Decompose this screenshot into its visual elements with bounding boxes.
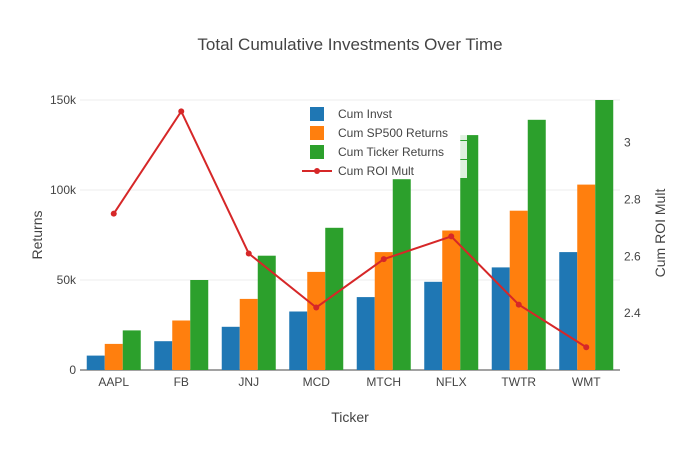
y2-tick-label: 3	[624, 136, 631, 150]
y-axis-title: Returns	[29, 210, 45, 259]
bar-cum-ticker-returns	[527, 119, 546, 370]
y2-tick-label: 2.4	[624, 306, 641, 320]
legend: Cum Invst Cum SP500 Returns Cum Ticker Ret…	[299, 103, 467, 178]
bar-cum-invst	[221, 326, 240, 370]
legend-item-bg	[299, 103, 467, 121]
bar-cum-sp500-returns	[307, 271, 326, 370]
legend-label-cum-ticker-returns: Cum Ticker Returns	[338, 145, 444, 159]
bar-cum-ticker-returns	[190, 280, 209, 370]
legend-swatch-cum-invst	[310, 107, 324, 121]
bar-cum-ticker-returns	[595, 100, 614, 370]
point-cum-roi-mult	[313, 304, 320, 311]
legend-label-cum-sp500-returns: Cum SP500 Returns	[338, 126, 448, 140]
bar-cum-sp500-returns	[239, 298, 258, 370]
bar-cum-ticker-returns	[257, 255, 276, 370]
x-tick-label: TWTR	[501, 375, 536, 389]
x-tick-label: MTCH	[366, 375, 401, 389]
bar-cum-sp500-returns	[577, 184, 596, 370]
bars	[86, 100, 614, 370]
bar-cum-sp500-returns	[172, 320, 191, 370]
point-cum-roi-mult	[178, 108, 185, 115]
point-cum-roi-mult	[110, 210, 117, 217]
x-tick-label: NFLX	[436, 375, 467, 389]
point-cum-roi-mult	[380, 256, 387, 263]
x-axis-title: Ticker	[331, 409, 369, 425]
legend-item-bg	[299, 141, 467, 159]
y-tick-label: 150k	[50, 93, 77, 107]
bar-cum-invst	[424, 281, 443, 370]
bar-cum-sp500-returns	[509, 210, 528, 370]
x-tick-label: AAPL	[98, 375, 129, 389]
bar-cum-sp500-returns	[104, 343, 123, 370]
bar-cum-invst	[289, 311, 308, 370]
chart-title: Total Cumulative Investments Over Time	[197, 35, 502, 54]
point-cum-roi-mult	[448, 233, 455, 240]
x-tick-label: MCD	[303, 375, 331, 389]
legend-item-bg	[299, 160, 467, 178]
legend-label-cum-invst: Cum Invst	[338, 107, 393, 121]
y-tick-label: 50k	[57, 273, 77, 287]
y2-tick-label: 2.6	[624, 249, 641, 263]
legend-item-bg	[299, 122, 467, 140]
y2-axis-title: Cum ROI Mult	[652, 189, 668, 278]
legend-swatch-cum-sp500-returns	[310, 126, 324, 140]
point-cum-roi-mult	[583, 344, 590, 351]
bar-cum-sp500-returns	[374, 252, 393, 370]
bar-cum-invst	[559, 252, 578, 370]
x-tick-label: WMT	[572, 375, 601, 389]
y-tick-label: 0	[69, 363, 76, 377]
point-cum-roi-mult	[245, 250, 252, 257]
legend-swatch-cum-ticker-returns	[310, 145, 324, 159]
x-tick-label: JNJ	[238, 375, 259, 389]
axes: 0 50k 100k 150k 2.4 2.6 2.8 3 AAPL FB JNJ MCD MTCH NF…	[50, 93, 641, 389]
x-tick-label: FB	[174, 375, 189, 389]
bar-cum-invst	[154, 341, 173, 370]
bar-cum-invst	[86, 355, 105, 370]
bar-cum-ticker-returns	[460, 135, 479, 370]
bar-cum-ticker-returns	[325, 227, 344, 370]
bar-cum-invst	[356, 297, 375, 370]
bar-cum-ticker-returns	[122, 330, 141, 370]
bar-cum-sp500-returns	[442, 230, 461, 370]
legend-label-cum-roi-mult: Cum ROI Mult	[338, 164, 415, 178]
bar-cum-invst	[491, 267, 510, 370]
point-cum-roi-mult	[515, 301, 522, 308]
legend-swatch-marker	[314, 168, 320, 174]
bar-cum-ticker-returns	[392, 179, 411, 370]
y2-tick-label: 2.8	[624, 192, 641, 206]
line-cum-roi-mult	[112, 109, 587, 349]
y-tick-label: 100k	[50, 183, 77, 197]
roi-line	[110, 108, 590, 351]
